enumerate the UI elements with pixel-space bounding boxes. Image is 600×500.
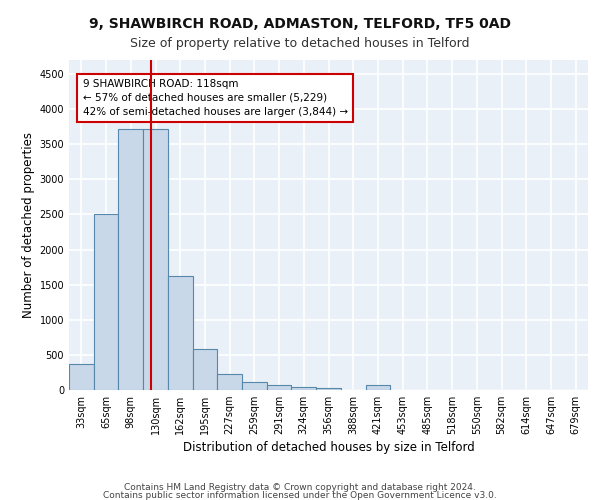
Text: Size of property relative to detached houses in Telford: Size of property relative to detached ho… xyxy=(130,38,470,51)
Bar xyxy=(94,214,118,390)
Bar xyxy=(365,386,390,390)
Bar xyxy=(118,129,143,390)
Bar xyxy=(267,386,292,390)
Bar xyxy=(292,387,316,390)
Bar xyxy=(168,276,193,390)
Text: Contains public sector information licensed under the Open Government Licence v3: Contains public sector information licen… xyxy=(103,491,497,500)
Bar xyxy=(316,388,341,390)
Bar xyxy=(143,129,168,390)
Text: 9 SHAWBIRCH ROAD: 118sqm
← 57% of detached houses are smaller (5,229)
42% of sem: 9 SHAWBIRCH ROAD: 118sqm ← 57% of detach… xyxy=(83,79,348,117)
Bar xyxy=(217,374,242,390)
Bar xyxy=(193,348,217,390)
X-axis label: Distribution of detached houses by size in Telford: Distribution of detached houses by size … xyxy=(182,442,475,454)
Text: 9, SHAWBIRCH ROAD, ADMASTON, TELFORD, TF5 0AD: 9, SHAWBIRCH ROAD, ADMASTON, TELFORD, TF… xyxy=(89,18,511,32)
Bar xyxy=(242,382,267,390)
Text: Contains HM Land Registry data © Crown copyright and database right 2024.: Contains HM Land Registry data © Crown c… xyxy=(124,484,476,492)
Y-axis label: Number of detached properties: Number of detached properties xyxy=(22,132,35,318)
Bar xyxy=(69,364,94,390)
